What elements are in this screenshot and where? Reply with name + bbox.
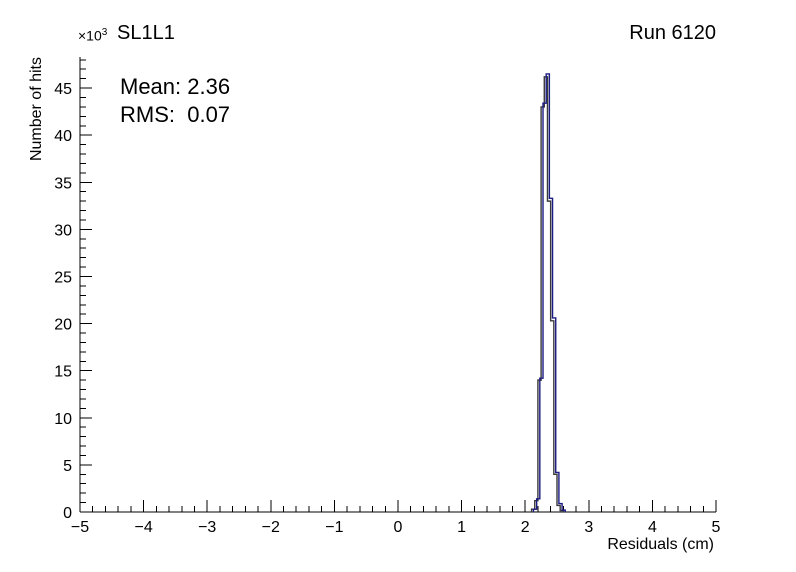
y-tick-label: 5 xyxy=(63,458,72,475)
y-tick-label: 35 xyxy=(54,175,72,192)
y-tick-label: 45 xyxy=(54,81,72,98)
y-tick-label: 40 xyxy=(54,128,72,145)
y-axis-multiplier-base: ×10 xyxy=(78,27,102,44)
x-tick-label: −3 xyxy=(198,519,216,536)
x-tick-label: 1 xyxy=(457,519,466,536)
x-tick-label: −2 xyxy=(262,519,280,536)
x-tick-label: −4 xyxy=(134,519,152,536)
y-tick-label: 0 xyxy=(63,505,72,522)
histogram-outline-dark xyxy=(530,76,565,512)
y-tick-label: 30 xyxy=(54,222,72,239)
run-label: Run 6120 xyxy=(629,22,716,44)
y-tick-label: 20 xyxy=(54,317,72,334)
histogram-outline-blue xyxy=(532,73,566,512)
y-tick-label: 10 xyxy=(54,411,72,428)
x-tick-label: −1 xyxy=(325,519,343,536)
y-axis-multiplier: ×103 xyxy=(78,27,107,44)
y-axis-title: Number of hits xyxy=(28,57,45,162)
x-tick-label: 2 xyxy=(521,519,530,536)
x-tick-label: 3 xyxy=(584,519,593,536)
y-axis-multiplier-exponent: 3 xyxy=(101,27,108,38)
x-tick-label: 4 xyxy=(648,519,657,536)
stats-rms-text: RMS: 0.07 xyxy=(120,102,231,127)
x-tick-label: 0 xyxy=(394,519,403,536)
stats-mean-text: Mean: 2.36 xyxy=(120,74,231,99)
y-tick-label: 15 xyxy=(54,364,72,381)
histogram-title: SL1L1 xyxy=(117,22,175,44)
y-tick-label: 25 xyxy=(54,269,72,286)
x-tick-label: −5 xyxy=(71,519,89,536)
x-axis-title: Residuals (cm) xyxy=(607,536,714,553)
x-tick-label: 5 xyxy=(712,519,721,536)
